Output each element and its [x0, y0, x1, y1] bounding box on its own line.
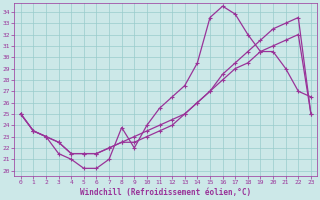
X-axis label: Windchill (Refroidissement éolien,°C): Windchill (Refroidissement éolien,°C) [80, 188, 252, 197]
